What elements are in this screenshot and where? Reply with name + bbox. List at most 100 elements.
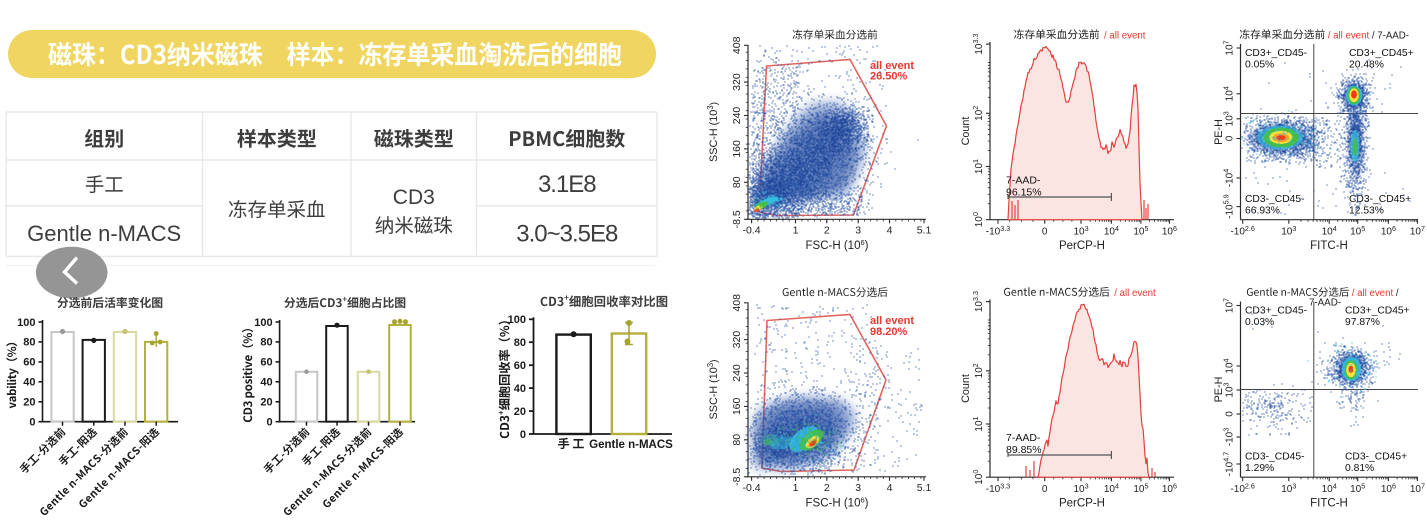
svg-text:408: 408 [731, 294, 743, 312]
svg-text:0.81%: 0.81% [1345, 463, 1374, 474]
svg-text:all event: all event [870, 60, 914, 72]
svg-text:SSC-H (103): SSC-H (103) [706, 102, 720, 162]
svg-text:0: 0 [266, 417, 272, 429]
svg-text:CD3+_CD45+: CD3+_CD45+ [1349, 48, 1414, 59]
svg-text:40: 40 [260, 377, 272, 389]
svg-text:20.48%: 20.48% [1349, 60, 1384, 71]
svg-text:103: 103 [1073, 224, 1088, 238]
svg-text:3: 3 [855, 225, 861, 237]
svg-text:Gentle n-MACS: Gentle n-MACS [589, 439, 673, 451]
svg-text:107: 107 [1410, 224, 1425, 238]
svg-text:160: 160 [731, 140, 743, 158]
svg-text:104: 104 [1104, 224, 1119, 238]
svg-text:20: 20 [23, 397, 35, 409]
svg-text:0: 0 [1225, 411, 1236, 417]
svg-text:20: 20 [514, 406, 526, 418]
svg-text:-103.3: -103.3 [986, 481, 1010, 495]
svg-text:3: 3 [855, 482, 861, 494]
svg-text:101: 101 [971, 159, 985, 174]
svg-text:107: 107 [1222, 298, 1236, 313]
svg-text:/ all event: / all event [1114, 288, 1156, 299]
svg-text:89.85%: 89.85% [1006, 444, 1042, 456]
svg-text:PE-H: PE-H [1213, 377, 1225, 403]
svg-text:105: 105 [1350, 481, 1365, 495]
svg-text:80: 80 [514, 337, 526, 349]
svg-text:-8.5: -8.5 [731, 468, 743, 486]
svg-text:CD3-_CD45+: CD3-_CD45+ [1345, 452, 1407, 463]
svg-text:PE-H: PE-H [1213, 119, 1225, 145]
svg-text:106: 106 [1381, 224, 1396, 238]
svg-text:103: 103 [1281, 481, 1296, 495]
svg-text:0: 0 [1225, 135, 1236, 141]
svg-text:-102.6: -102.6 [1230, 224, 1254, 238]
svg-text:7-AAD-: 7-AAD- [1006, 175, 1041, 187]
svg-text:-103.3: -103.3 [986, 224, 1010, 238]
svg-text:0.03%: 0.03% [1245, 317, 1274, 328]
svg-text:0: 0 [29, 417, 35, 429]
svg-text:-104.7: -104.7 [1222, 452, 1236, 476]
svg-text:CD3+_CD45-: CD3+_CD45- [1245, 306, 1307, 317]
svg-text:all event: all event [870, 315, 914, 327]
svg-text:20: 20 [260, 397, 272, 409]
svg-text:2: 2 [824, 482, 830, 494]
svg-text:-104: -104 [1222, 169, 1236, 187]
svg-text:PerCP-H: PerCP-H [1059, 240, 1105, 252]
svg-text:80: 80 [23, 337, 35, 349]
svg-text:FSC-H (106): FSC-H (106) [806, 495, 869, 509]
svg-text:101: 101 [971, 416, 985, 431]
svg-text:80: 80 [731, 176, 743, 188]
svg-text:60: 60 [514, 360, 526, 372]
svg-text:0: 0 [1042, 227, 1048, 238]
svg-text:106: 106 [1162, 481, 1177, 495]
svg-text:103: 103 [1222, 111, 1236, 126]
svg-text:102: 102 [971, 363, 985, 378]
svg-text:Count: Count [960, 117, 972, 146]
svg-text:40: 40 [23, 377, 35, 389]
svg-text:102: 102 [971, 106, 985, 121]
svg-text:FSC-H (106): FSC-H (106) [806, 238, 869, 252]
svg-text:104: 104 [1104, 481, 1119, 495]
svg-text:12.53%: 12.53% [1349, 206, 1384, 217]
svg-text:96.15%: 96.15% [1006, 186, 1042, 198]
svg-text:Count: Count [960, 374, 972, 403]
svg-text:98.20%: 98.20% [870, 326, 908, 338]
svg-text:0: 0 [520, 429, 526, 441]
svg-text:2: 2 [824, 225, 830, 237]
svg-text:/ all event: / all event [1104, 30, 1146, 41]
svg-text:104: 104 [1322, 224, 1337, 238]
svg-text:-102.6: -102.6 [1230, 481, 1254, 495]
svg-text:105: 105 [1133, 481, 1148, 495]
svg-text:7-AAD-: 7-AAD- [1309, 298, 1341, 309]
svg-text:66.93%: 66.93% [1245, 206, 1280, 217]
svg-text:3.0~3.5E8: 3.0~3.5E8 [516, 221, 618, 248]
svg-text:1: 1 [793, 225, 799, 237]
svg-text:80: 80 [731, 434, 743, 446]
svg-text:105: 105 [1133, 224, 1148, 238]
svg-text:107: 107 [1410, 481, 1425, 495]
svg-text:-8.5: -8.5 [731, 210, 743, 228]
svg-text:103: 103 [1281, 224, 1296, 238]
svg-text:-0.4: -0.4 [743, 482, 761, 494]
svg-text:104: 104 [1222, 358, 1236, 373]
svg-text:106: 106 [1162, 224, 1177, 238]
svg-text:/ all event / 7-AAD-: / all event / 7-AAD- [1328, 30, 1409, 41]
svg-text:107: 107 [1222, 40, 1236, 55]
svg-text:320: 320 [731, 73, 743, 91]
svg-text:103.3: 103.3 [971, 34, 985, 55]
svg-text:100: 100 [508, 314, 526, 326]
svg-text:40: 40 [514, 383, 526, 395]
svg-text:CD3-_CD45-: CD3-_CD45- [1245, 194, 1305, 205]
svg-text:-105.9: -105.9 [1222, 194, 1236, 218]
svg-text:CD3: CD3 [393, 186, 435, 209]
svg-text:60: 60 [23, 357, 35, 369]
svg-text:60: 60 [260, 357, 272, 369]
svg-text:-103: -103 [1222, 428, 1236, 446]
svg-text:320: 320 [731, 331, 743, 349]
svg-text:240: 240 [731, 107, 743, 125]
svg-text:100: 100 [254, 317, 272, 329]
svg-text:0.05%: 0.05% [1245, 60, 1274, 71]
svg-text:3.1E8: 3.1E8 [538, 171, 596, 198]
svg-text:FITC-H: FITC-H [1310, 240, 1348, 252]
svg-text:4: 4 [887, 482, 893, 494]
svg-text:1.29%: 1.29% [1245, 463, 1274, 474]
